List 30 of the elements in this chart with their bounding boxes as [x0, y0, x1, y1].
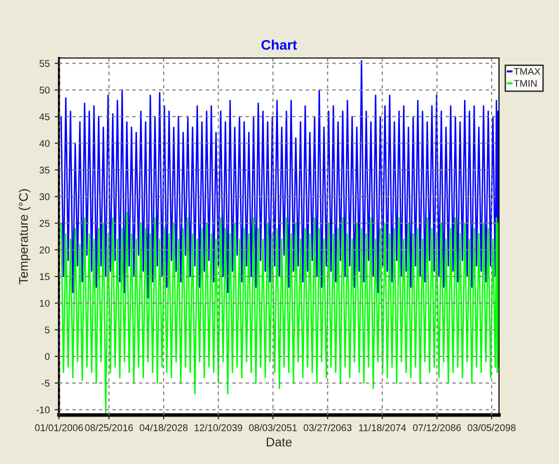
y-tick-label: 5	[44, 326, 50, 334]
chart-title: Chart	[261, 40, 297, 50]
line-series	[60, 212, 499, 414]
x-tick-label: 03/27/2063	[304, 424, 352, 432]
y-tick-label: -10	[36, 406, 50, 414]
y-tick-label: 15	[40, 273, 50, 280]
y-tick-label: 30	[40, 193, 50, 200]
x-tick-label: 08/03/2051	[249, 424, 297, 432]
y-tick-label: 25	[40, 220, 50, 227]
x-tick-label: 01/01/2006	[35, 424, 83, 432]
line-series	[60, 60, 499, 298]
y-tick-label: 20	[40, 246, 50, 254]
x-tick-label: 03/05/2098	[468, 424, 516, 432]
x-tick-label: 11/18/2074	[359, 424, 406, 432]
y-tick-label: 55	[40, 60, 50, 67]
y-tick-label: 50	[40, 86, 50, 94]
y-tick-label: 0	[44, 353, 50, 360]
y-tick-label: 45	[39, 113, 50, 120]
x-tick-label: 04/18/2028	[140, 424, 188, 432]
x-tick-label: 12/10/2039	[194, 424, 242, 432]
x-tick-label: 08/25/2016	[85, 424, 133, 432]
x-axis-title: Date	[266, 438, 292, 446]
y-tick-label: 10	[40, 300, 50, 307]
y-tick-label: -5	[42, 380, 50, 387]
x-tick-label: 07/12/2086	[413, 424, 461, 432]
legend-label: TMIN	[514, 80, 537, 87]
legend-label: TMAX	[514, 68, 540, 75]
y-tick-label: 35	[40, 166, 50, 174]
y-tick-label: 40	[39, 140, 50, 147]
y-axis-title: Temperature (°C)	[18, 189, 30, 284]
